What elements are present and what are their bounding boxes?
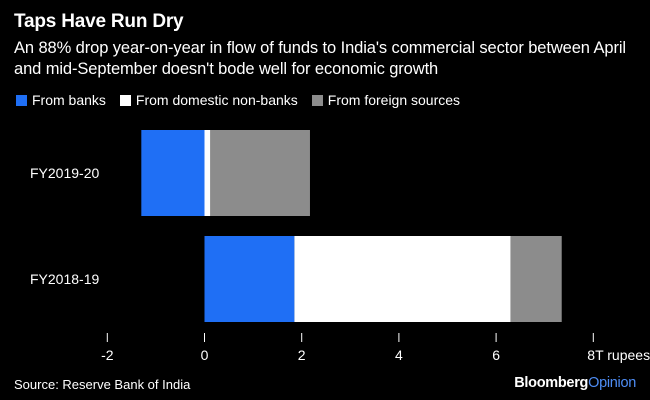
legend-swatch-banks [16, 94, 27, 106]
x-tick-label-5: 8T rupees [587, 347, 650, 363]
legend-item-domestic-non-banks: From domestic non-banks [119, 92, 298, 108]
bar-fy2019-20-from-domestic-non-banks [204, 130, 211, 216]
legend-swatch-foreign-sources [311, 94, 323, 106]
bar-fy2018-19-from-domestic-non-banks [294, 236, 511, 322]
bar-fy2018-19-from-banks [204, 236, 295, 322]
brand-part-1: Bloomberg [514, 375, 589, 391]
legend-item-foreign-sources: From foreign sources [311, 92, 461, 108]
brand-logo: BloombergOpinion [514, 375, 636, 391]
category-label-fy2018-19: FY2018-19 [30, 271, 99, 287]
x-tick-label-4: 6 [492, 347, 500, 363]
chart-subtitle: An 88% drop year-on-year in flow of fund… [14, 39, 626, 78]
legend-label-foreign-sources: From foreign sources [327, 92, 461, 108]
legend-item-banks: From banks [16, 92, 106, 108]
brand-part-2: Opinion [588, 375, 636, 391]
legend-label-banks: From banks [32, 92, 106, 108]
x-tick-label-3: 4 [395, 347, 403, 363]
chart-title: Taps Have Run Dry [14, 11, 184, 32]
bar-fy2019-20-from-foreign-sources [210, 130, 310, 216]
category-label-fy2019-20: FY2019-20 [30, 165, 99, 181]
legend: From banks From domestic non-banks From … [16, 92, 474, 108]
legend-swatch-domestic-non-banks [119, 94, 131, 106]
source-note: Source: Reserve Bank of India [14, 377, 191, 392]
bar-fy2019-20-from-banks [141, 130, 205, 216]
legend-label-domestic-non-banks: From domestic non-banks [135, 92, 298, 108]
x-tick-label-0: -2 [101, 347, 114, 363]
x-tick-label-1: 0 [201, 347, 209, 363]
bar-fy2018-19-from-foreign-sources [510, 236, 562, 322]
x-tick-label-2: 2 [298, 347, 306, 363]
